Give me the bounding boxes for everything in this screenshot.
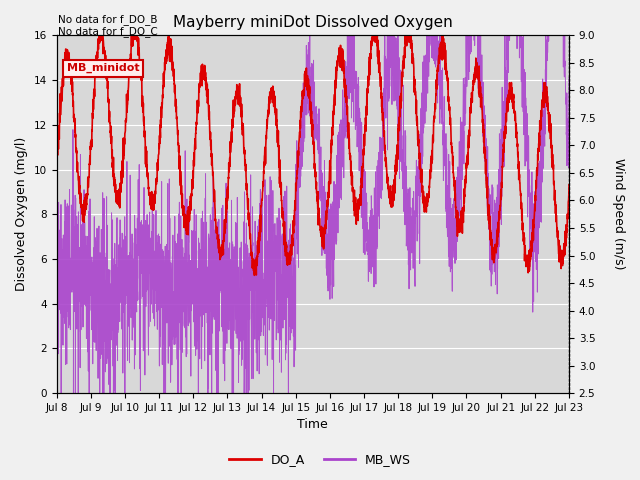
Y-axis label: Wind Speed (m/s): Wind Speed (m/s) [612, 158, 625, 270]
Text: MB_minidot: MB_minidot [67, 63, 140, 73]
X-axis label: Time: Time [298, 419, 328, 432]
Text: No data for f_DO_B: No data for f_DO_B [58, 13, 157, 24]
Legend: DO_A, MB_WS: DO_A, MB_WS [224, 448, 416, 471]
Title: Mayberry miniDot Dissolved Oxygen: Mayberry miniDot Dissolved Oxygen [173, 15, 452, 30]
Y-axis label: Dissolved Oxygen (mg/l): Dissolved Oxygen (mg/l) [15, 137, 28, 291]
Text: No data for f_DO_C: No data for f_DO_C [58, 26, 157, 37]
